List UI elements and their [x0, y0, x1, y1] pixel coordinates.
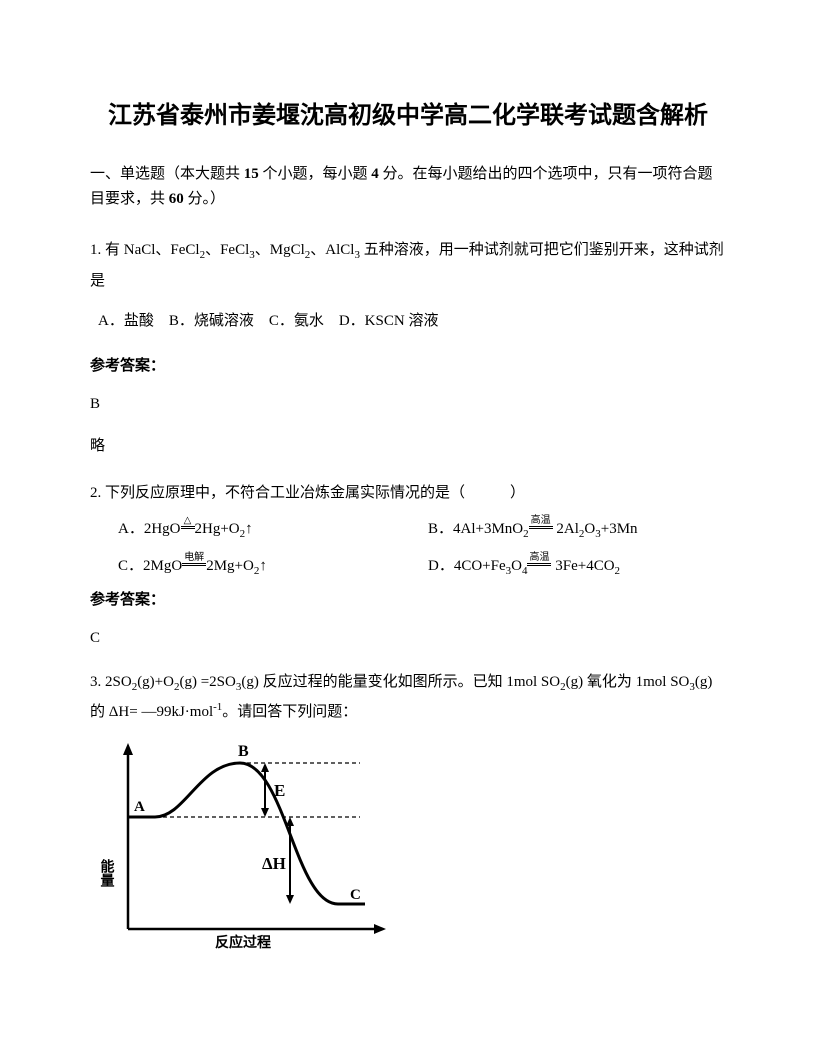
diagram-e-label: E: [274, 781, 285, 800]
q1-text: 1. 有 NaCl、FeCl2、FeCl3、MgCl2、AlCl3 五种溶液，用…: [90, 235, 726, 296]
q1-brief: 略: [90, 434, 726, 458]
q2-text: 2. 下列反应原理中，不符合工业冶炼金属实际情况的是（ ）: [90, 478, 726, 508]
q2-optC: C．2MgO电解 2Mg+O2↑: [118, 551, 428, 582]
q3-p5: (g) 氧化为 1mol SO: [566, 674, 690, 690]
q2d-post: 3Fe+4CO: [551, 558, 614, 574]
q2-row2: C．2MgO电解 2Mg+O2↑ D．4CO+Fe3O4高温 3Fe+4CO2: [118, 551, 726, 582]
q2c-post: 2Mg+O: [206, 558, 254, 574]
q3-sup1: -1: [213, 701, 222, 713]
q2b-t: O: [584, 521, 595, 537]
q2-body: 下列反应原理中，不符合工业冶炼金属实际情况的是（ ）: [101, 485, 525, 501]
q2c-pre: C．2MgO: [118, 558, 182, 574]
q2-optA: A．2HgO△ 2Hg+O2↑: [118, 514, 428, 545]
q1-t2: 、MgCl: [255, 242, 305, 258]
q2b-pre: B．4Al+3MnO: [428, 521, 523, 537]
section-1-header: 一、单选题（本大题共 15 个小题，每小题 4 分。在每小题给出的四个选项中，只…: [90, 162, 726, 213]
q3-p7: 。请回答下列问题：: [222, 704, 357, 720]
q2b-post: 2Al: [553, 521, 579, 537]
question-3: 3. 2SO2(g)+O2(g) =2SO3(g) 反应过程的能量变化如图所示。…: [90, 668, 726, 727]
q2c-arrow: ↑: [259, 558, 267, 574]
document-title: 江苏省泰州市姜堰沈高初级中学高二化学联考试题含解析: [90, 100, 726, 134]
q2a-cond: △: [181, 516, 195, 539]
question-2: 2. 下列反应原理中，不符合工业冶炼金属实际情况的是（ ） A．2HgO△ 2H…: [90, 478, 726, 582]
q2-answer-label: 参考答案：: [90, 588, 726, 612]
q1-pre: 有 NaCl、FeCl: [101, 242, 199, 258]
q1-t3: 、AlCl: [310, 242, 354, 258]
diagram-point-b: B: [238, 743, 249, 760]
q2-answer: C: [90, 626, 726, 650]
q2d-pre: D．4CO+Fe: [428, 558, 506, 574]
q3-p3: (g) =2SO: [179, 674, 235, 690]
q1-num: 1.: [90, 242, 101, 258]
q1-t1: 、FeCl: [205, 242, 249, 258]
diagram-dh-label: ΔH: [262, 854, 286, 873]
diagram-x-label: 反应过程: [215, 934, 271, 951]
energy-diagram: E ΔH A B C 能量 反应过程: [90, 739, 726, 954]
q2b-end: +3Mn: [601, 521, 638, 537]
sec1-total: 60: [169, 191, 184, 207]
q2c-cond: 电解: [182, 553, 206, 576]
question-1: 1. 有 NaCl、FeCl2、FeCl3、MgCl2、AlCl3 五种溶液，用…: [90, 235, 726, 336]
q2-num: 2.: [90, 485, 101, 501]
q1-answer-label: 参考答案：: [90, 354, 726, 378]
q2d-cond: 高温: [527, 553, 551, 576]
q3-p1: 2SO: [101, 674, 131, 690]
sec1-mid1: 个小题，每小题: [259, 166, 372, 182]
q2d-t1: O: [511, 558, 522, 574]
q2a-post: 2Hg+O: [195, 521, 240, 537]
sec1-count: 15: [244, 166, 259, 182]
q3-num: 3.: [90, 674, 101, 690]
energy-diagram-svg: E ΔH A B C 能量 反应过程: [90, 739, 400, 954]
diagram-y-label: 能量: [99, 858, 115, 888]
q1-options: A．盐酸 B．烧碱溶液 C．氨水 D．KSCN 溶液: [98, 306, 726, 336]
q2-row1: A．2HgO△ 2Hg+O2↑ B．4Al+3MnO2高温 2Al2O3+3Mn: [118, 514, 726, 545]
sec1-points: 4: [371, 166, 379, 182]
q2a-arrow: ↑: [245, 521, 253, 537]
sec1-prefix: 一、单选题（本大题共: [90, 166, 244, 182]
q3-p4: (g) 反应过程的能量变化如图所示。已知 1mol SO: [241, 674, 560, 690]
q2a-pre: A．2HgO: [118, 521, 181, 537]
q2d-s3: 2: [615, 565, 621, 577]
q2-optB: B．4Al+3MnO2高温 2Al2O3+3Mn: [428, 514, 726, 545]
sec1-suffix: 分。）: [184, 191, 225, 207]
q2b-cond: 高温: [529, 516, 553, 539]
q1-answer: B: [90, 392, 726, 416]
q3-p2: (g)+O: [137, 674, 174, 690]
diagram-point-c: C: [350, 887, 361, 903]
q2-optD: D．4CO+Fe3O4高温 3Fe+4CO2: [428, 551, 726, 582]
diagram-point-a: A: [134, 799, 145, 815]
